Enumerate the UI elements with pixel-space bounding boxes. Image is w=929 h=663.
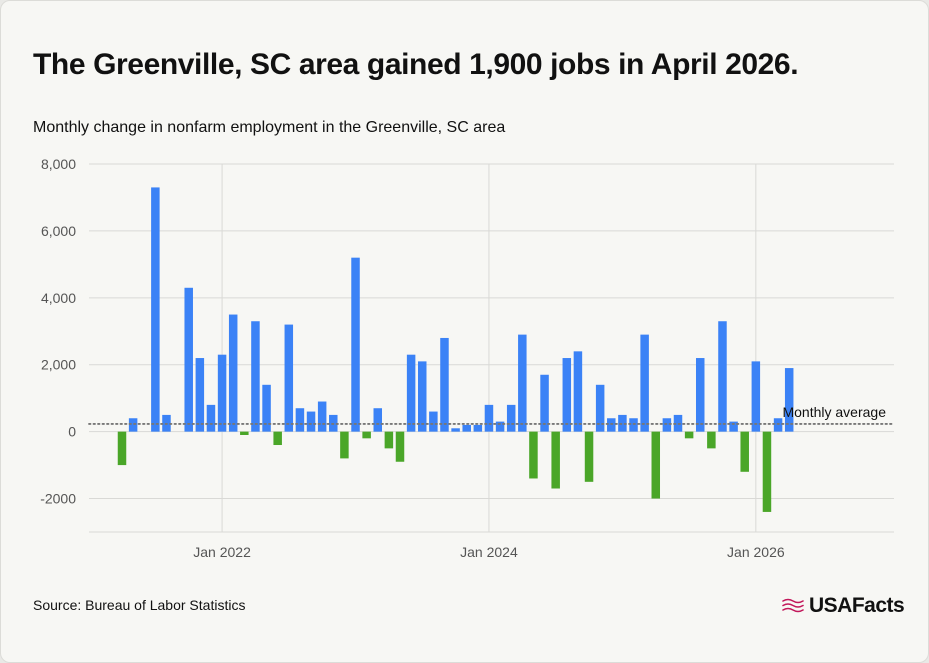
bar bbox=[373, 408, 383, 432]
bar bbox=[128, 418, 138, 432]
bar bbox=[240, 431, 249, 435]
bar bbox=[295, 408, 305, 432]
bar bbox=[151, 187, 160, 432]
bar bbox=[184, 287, 193, 432]
bar bbox=[618, 414, 627, 432]
bar bbox=[595, 384, 605, 432]
bar bbox=[406, 354, 416, 432]
bar bbox=[451, 428, 460, 432]
bar bbox=[773, 418, 783, 432]
bar bbox=[518, 334, 527, 432]
grid-lines bbox=[89, 163, 894, 533]
y-tick-label: 2,000 bbox=[41, 357, 76, 373]
bar bbox=[651, 431, 661, 499]
bar bbox=[506, 404, 516, 432]
y-tick-label: -2000 bbox=[40, 491, 76, 507]
y-axis-ticks: -2000 0 2,000 4,000 6,000 8,000 bbox=[40, 156, 76, 507]
bar-series bbox=[117, 187, 794, 512]
bar bbox=[684, 431, 694, 439]
bar bbox=[384, 431, 394, 449]
bar bbox=[762, 431, 772, 512]
bar bbox=[362, 431, 371, 439]
bar bbox=[306, 411, 316, 432]
bar bbox=[273, 431, 282, 446]
chart-subtitle: Monthly change in nonfarm employment in … bbox=[33, 119, 506, 136]
bar bbox=[562, 358, 572, 432]
bar bbox=[462, 424, 471, 432]
bar bbox=[206, 404, 216, 432]
source-note: Source: Bureau of Labor Statistics bbox=[33, 597, 246, 613]
y-tick-label: 4,000 bbox=[41, 290, 76, 306]
bar bbox=[395, 431, 405, 462]
x-tick-label: Jan 2026 bbox=[727, 544, 785, 560]
y-tick-label: 8,000 bbox=[41, 156, 76, 172]
bar bbox=[695, 358, 705, 432]
y-tick-label: 6,000 bbox=[41, 223, 76, 239]
bar bbox=[640, 334, 649, 432]
bar bbox=[540, 374, 549, 432]
bar bbox=[607, 418, 616, 432]
bar bbox=[584, 431, 594, 482]
flag-icon bbox=[782, 598, 804, 613]
bar bbox=[217, 354, 227, 432]
monthly-average: Monthly average bbox=[88, 404, 895, 425]
bar bbox=[340, 431, 349, 459]
usafacts-logo[interactable]: USAFacts bbox=[781, 592, 905, 620]
bar bbox=[251, 321, 260, 432]
bar bbox=[784, 368, 794, 432]
bar bbox=[707, 431, 716, 449]
bar bbox=[473, 424, 483, 432]
bar bbox=[195, 358, 205, 432]
bar bbox=[417, 361, 427, 432]
bar bbox=[729, 421, 738, 432]
bar bbox=[629, 418, 638, 432]
bar bbox=[495, 421, 505, 432]
average-label: Monthly average bbox=[782, 404, 886, 420]
bar bbox=[284, 324, 294, 432]
brand-name: USAFacts bbox=[809, 594, 905, 617]
bar bbox=[740, 431, 749, 472]
bar bbox=[262, 384, 271, 432]
bar bbox=[529, 431, 538, 479]
bar bbox=[228, 314, 238, 432]
bar bbox=[429, 411, 438, 432]
bar bbox=[718, 321, 727, 432]
bar bbox=[317, 401, 327, 432]
bar bbox=[440, 337, 449, 432]
chart-title: The Greenville, SC area gained 1,900 job… bbox=[33, 48, 799, 81]
bar bbox=[662, 418, 672, 432]
bar bbox=[751, 361, 761, 432]
x-tick-label: Jan 2022 bbox=[193, 544, 251, 560]
x-axis-ticks: Jan 2022 Jan 2024 Jan 2026 bbox=[193, 544, 785, 560]
bar bbox=[117, 431, 127, 466]
x-tick-label: Jan 2024 bbox=[460, 544, 518, 560]
bar bbox=[484, 404, 494, 432]
y-tick-label: 0 bbox=[68, 424, 76, 440]
bar bbox=[573, 351, 583, 432]
bar bbox=[551, 431, 560, 489]
bar bbox=[351, 257, 360, 432]
